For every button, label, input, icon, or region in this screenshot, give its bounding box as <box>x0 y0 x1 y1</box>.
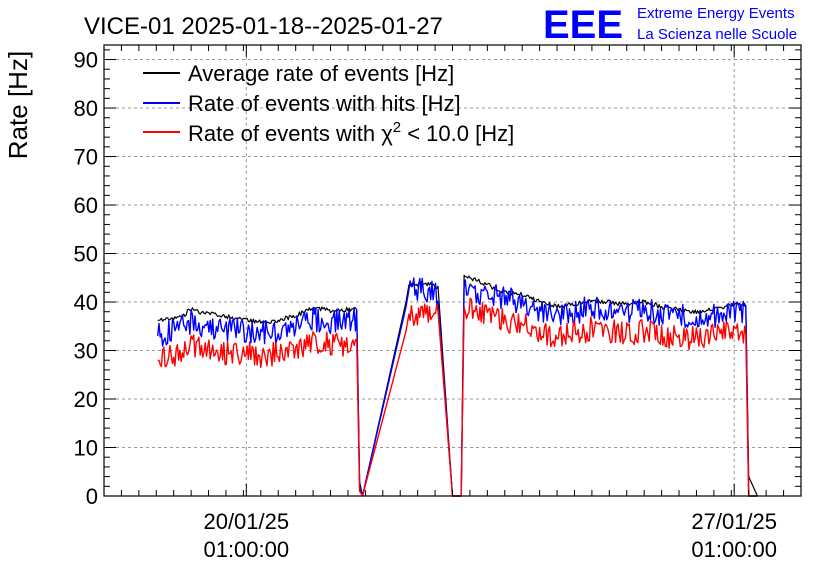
eee-logo-mark: EEE <box>543 3 623 47</box>
y-tick-label: 70 <box>74 145 98 170</box>
x-tick-label-time: 01:00:00 <box>691 537 777 562</box>
grid-lines <box>104 45 801 496</box>
series-layer <box>157 274 758 497</box>
legend-label-chi2: Rate of events with χ2 < 10.0 [Hz] <box>188 119 514 146</box>
plot-frame <box>103 44 802 497</box>
eee-logo: EEE Extreme Energy Events La Scienza nel… <box>543 3 797 47</box>
x-tick-label-date: 20/01/25 <box>203 509 289 534</box>
series-line-chi2 <box>157 297 758 497</box>
series-line-average <box>157 274 758 497</box>
y-tick-label: 50 <box>74 242 98 267</box>
legend-label-hits: Rate of events with hits [Hz] <box>188 91 461 116</box>
y-tick-label: 90 <box>74 48 98 73</box>
y-tick-label: 0 <box>86 484 98 509</box>
y-tick-label: 30 <box>74 339 98 364</box>
y-tick-label: 40 <box>74 290 98 315</box>
y-tick-label: 20 <box>74 387 98 412</box>
legend-label-average: Average rate of events [Hz] <box>188 61 454 86</box>
y-tick-label: 10 <box>74 436 98 461</box>
y-tick-label: 60 <box>74 193 98 218</box>
legend: Average rate of events [Hz] Rate of even… <box>143 61 514 146</box>
eee-logo-line2: La Scienza nelle Scuole <box>637 26 797 43</box>
series-line-hits <box>157 277 758 497</box>
eee-logo-line1: Extreme Energy Events <box>637 5 795 22</box>
chart-title: VICE-01 2025-01-18--2025-01-27 <box>84 13 443 40</box>
x-tick-label-time: 01:00:00 <box>203 537 289 562</box>
y-tick-label: 80 <box>74 96 98 121</box>
x-tick-label-date: 27/01/25 <box>691 509 777 534</box>
y-axis-title: Rate [Hz] <box>3 51 33 159</box>
axes: 0 10 20 30 40 50 60 70 80 90 20/01/25 01:00:00 27/01… <box>74 45 802 562</box>
